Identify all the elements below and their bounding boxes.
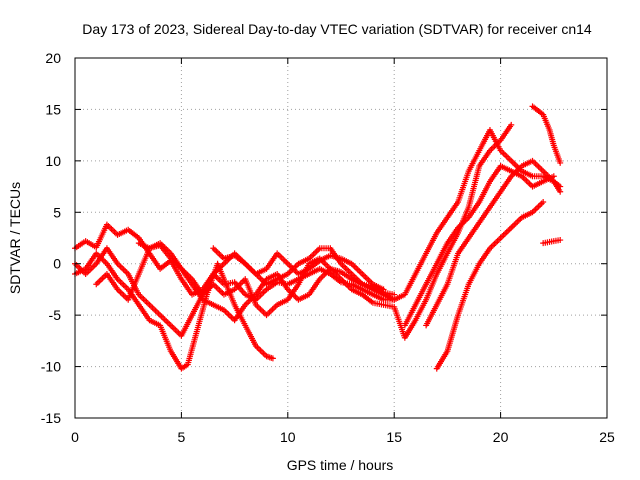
data-points xyxy=(72,103,564,372)
data-point xyxy=(391,296,398,303)
y-axis-label: SDTVAR / TECUs xyxy=(7,182,23,294)
x-axis-label: GPS time / hours xyxy=(287,457,394,473)
chart-title: Day 173 of 2023, Sidereal Day-to-day VTE… xyxy=(82,21,592,37)
series-sat-g xyxy=(423,157,564,329)
data-point xyxy=(557,159,564,166)
x-tick-label: 20 xyxy=(493,429,509,445)
x-tick-label: 15 xyxy=(386,429,402,445)
x-tick-label: 25 xyxy=(599,429,615,445)
y-tick-label: 20 xyxy=(45,50,61,66)
x-tick-label: 5 xyxy=(178,429,186,445)
data-point xyxy=(550,173,557,180)
y-tick-label: 15 xyxy=(45,101,61,117)
y-tick-label: 0 xyxy=(53,256,61,272)
axis-ticks: 0 5 10 15 20 25 -15 -10 -5 0 5 10 15 20 xyxy=(41,50,615,445)
series-sat-j xyxy=(401,163,557,329)
y-tick-label: 5 xyxy=(53,204,61,220)
data-point xyxy=(557,237,564,244)
y-tick-label: -15 xyxy=(41,410,61,426)
data-point xyxy=(540,199,547,205)
y-tick-label: -10 xyxy=(41,359,61,375)
data-point xyxy=(269,355,276,362)
plot-frame xyxy=(74,57,608,419)
data-point xyxy=(380,286,387,293)
y-tick-label: -5 xyxy=(49,307,62,323)
x-tick-label: 0 xyxy=(71,429,79,445)
data-point xyxy=(508,121,515,128)
series-sat-i xyxy=(540,237,564,247)
grid-lines xyxy=(75,58,607,418)
series-sat-k xyxy=(210,245,387,293)
data-point xyxy=(557,188,564,195)
series-sat-e xyxy=(135,240,398,324)
series-sat-f xyxy=(433,199,547,372)
series-sat-h xyxy=(529,103,564,166)
x-tick-label: 10 xyxy=(280,429,296,445)
y-tick-label: 10 xyxy=(45,153,61,169)
data-point xyxy=(391,291,398,298)
